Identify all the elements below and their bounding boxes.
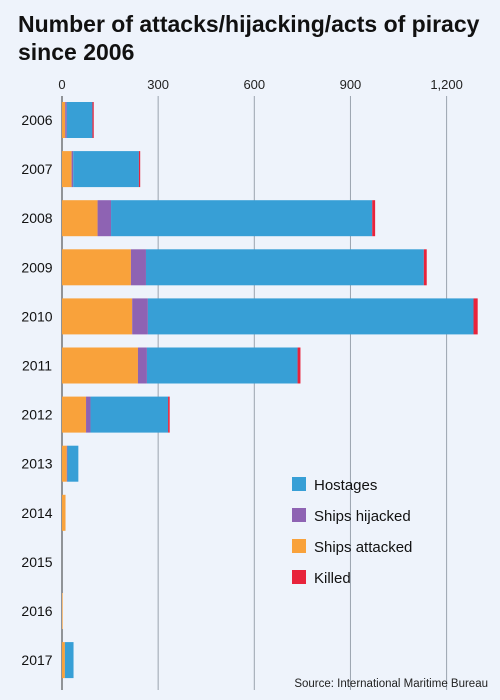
bar-killed-2007 xyxy=(138,151,141,188)
bar-killed-2010 xyxy=(473,298,478,335)
grid-lines xyxy=(61,96,448,690)
bar-ships-attacked-2010 xyxy=(62,298,133,335)
source-note: Source: International Maritime Bureau xyxy=(294,678,488,690)
bar-ships-hijacked-2007 xyxy=(71,151,74,188)
bar-hostages-2007 xyxy=(73,151,139,188)
legend-label: Killed xyxy=(314,570,351,587)
bar-ships-attacked-2006 xyxy=(62,102,66,138)
bar-ships-attacked-2016 xyxy=(62,593,63,629)
x-tick-label: 900 xyxy=(340,77,362,92)
legend-label: Hostages xyxy=(314,477,377,494)
bar-ships-hijacked-2008 xyxy=(97,200,112,237)
bar-ships-attacked-2012 xyxy=(62,396,87,433)
bar-hostages-2006 xyxy=(66,102,93,138)
y-axis-categories: 2006 2007 2008 2009 2010 2011 2012 2013 2014 2015… xyxy=(21,112,52,668)
chart-title: Number of attacks/hijacking/acts of pira… xyxy=(18,11,480,65)
y-category-label: 2009 xyxy=(21,259,52,275)
bar-killed-2008 xyxy=(372,200,376,237)
y-category-label: 2011 xyxy=(22,358,52,374)
bar-hostages-2008 xyxy=(111,200,373,237)
y-category-label: 2007 xyxy=(21,161,52,177)
bar-hostages-2017 xyxy=(64,642,74,679)
y-category-label: 2015 xyxy=(21,554,52,570)
y-category-label: 2008 xyxy=(21,210,52,226)
x-tick-label: 300 xyxy=(147,77,169,92)
x-tick-label: 1,200 xyxy=(430,77,463,92)
y-category-label: 2016 xyxy=(21,603,52,619)
bar-hostages-2010 xyxy=(147,298,474,335)
y-category-label: 2010 xyxy=(21,308,52,324)
bar-ships-attacked-2011 xyxy=(62,347,138,384)
legend-swatch-killed xyxy=(292,570,306,584)
bar-hostages-2009 xyxy=(145,249,424,286)
bar-hostages-2012 xyxy=(90,396,169,433)
bar-ships-hijacked-2009 xyxy=(130,249,146,286)
bar-killed-2006 xyxy=(92,102,94,138)
x-axis: 0 300 600 900 1,200 xyxy=(58,77,462,92)
legend-swatch-ships-hijacked xyxy=(292,508,306,522)
y-category-label: 2013 xyxy=(21,456,52,472)
bars xyxy=(62,102,478,679)
legend-swatch-ships-attacked xyxy=(292,539,306,553)
bar-ships-hijacked-2011 xyxy=(137,347,147,384)
x-tick-label: 0 xyxy=(58,77,65,92)
bar-hostages-2011 xyxy=(146,347,298,384)
bar-ships-attacked-2007 xyxy=(62,151,72,188)
y-category-label: 2014 xyxy=(21,505,52,521)
bar-ships-hijacked-2006 xyxy=(65,102,67,138)
bar-ships-attacked-2008 xyxy=(62,200,98,237)
bar-ships-attacked-2014 xyxy=(62,494,66,531)
bar-hostages-2013 xyxy=(67,445,79,482)
bar-ships-hijacked-2013 xyxy=(66,445,68,482)
bar-ships-attacked-2017 xyxy=(62,642,65,679)
legend-label: Ships attacked xyxy=(314,539,412,556)
bar-killed-2011 xyxy=(297,347,301,384)
legend: Hostages Ships hijacked Ships attacked Kill… xyxy=(292,477,412,587)
bar-ships-hijacked-2012 xyxy=(86,396,91,433)
y-category-label: 2012 xyxy=(21,407,52,423)
bar-ships-attacked-2009 xyxy=(62,249,131,286)
y-category-label: 2017 xyxy=(21,652,52,668)
bar-killed-2009 xyxy=(423,249,427,286)
legend-swatch-hostages xyxy=(292,477,306,491)
legend-label: Ships hijacked xyxy=(314,508,411,525)
y-category-label: 2006 xyxy=(21,112,52,128)
bar-ships-hijacked-2010 xyxy=(132,298,148,335)
bar-ships-attacked-2013 xyxy=(62,445,67,482)
x-tick-label: 600 xyxy=(243,77,265,92)
bar-killed-2012 xyxy=(168,396,170,433)
